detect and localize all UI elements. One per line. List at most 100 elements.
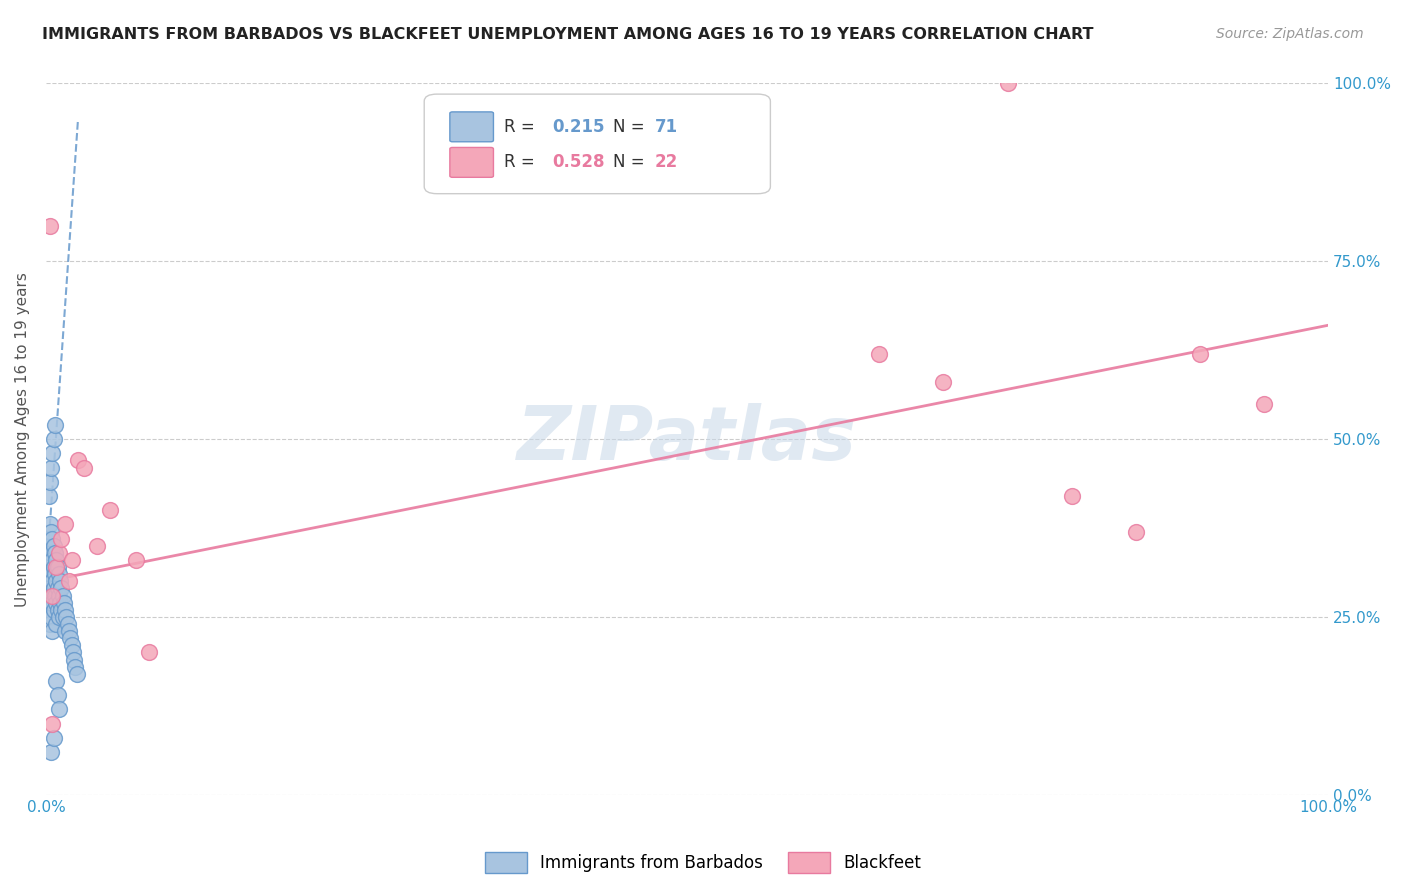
Point: [48, 546, 70, 560]
Text: N =: N =: [613, 153, 650, 171]
Text: 0.215: 0.215: [553, 118, 605, 136]
Text: ZIPatlas: ZIPatlas: [517, 402, 858, 475]
Point: [38, 553, 60, 567]
Point: [1125, 524, 1147, 539]
Point: [53, 517, 76, 532]
Text: 22: 22: [655, 153, 678, 171]
Point: [60, 638, 83, 652]
Point: [51, 532, 73, 546]
Point: [125, 553, 148, 567]
Point: [52, 610, 75, 624]
FancyBboxPatch shape: [425, 95, 770, 194]
Point: [41, 716, 63, 731]
Point: [49, 574, 72, 589]
Point: [46, 560, 69, 574]
Point: [42, 560, 65, 574]
Point: [55, 610, 77, 624]
Point: [42, 539, 65, 553]
Point: [868, 347, 890, 361]
Point: [37, 574, 59, 589]
Point: [39, 589, 62, 603]
Point: [997, 77, 1019, 91]
Point: [42, 582, 65, 596]
Point: [73, 460, 96, 475]
FancyBboxPatch shape: [450, 147, 494, 178]
Point: [86, 539, 108, 553]
Point: [98, 503, 121, 517]
Point: [41, 624, 63, 639]
Point: [66, 666, 89, 681]
Point: [45, 574, 67, 589]
Text: IMMIGRANTS FROM BARBADOS VS BLACKFEET UNEMPLOYMENT AMONG AGES 16 TO 19 YEARS COR: IMMIGRANTS FROM BARBADOS VS BLACKFEET UN…: [42, 27, 1094, 42]
Point: [44, 567, 66, 582]
Text: R =: R =: [503, 118, 540, 136]
Point: [56, 617, 79, 632]
Point: [41, 532, 63, 546]
Point: [46, 582, 69, 596]
Point: [65, 659, 87, 673]
Point: [39, 567, 62, 582]
Point: [48, 567, 70, 582]
Point: [66, 453, 89, 467]
Point: [46, 603, 69, 617]
Point: [1188, 347, 1211, 361]
Point: [38, 532, 60, 546]
Point: [45, 553, 67, 567]
Text: N =: N =: [613, 118, 650, 136]
Point: [59, 631, 82, 645]
Point: [38, 475, 60, 489]
Point: [138, 645, 160, 659]
Point: [51, 582, 73, 596]
Point: [39, 610, 62, 624]
Point: [48, 589, 70, 603]
Point: [38, 219, 60, 233]
Point: [52, 596, 75, 610]
Point: [38, 517, 60, 532]
Point: [1060, 489, 1083, 503]
Text: Source: ZipAtlas.com: Source: ZipAtlas.com: [1216, 27, 1364, 41]
Point: [38, 617, 60, 632]
Point: [60, 553, 83, 567]
Point: [58, 574, 80, 589]
Point: [44, 417, 66, 432]
Point: [38, 539, 60, 553]
Point: [63, 652, 86, 666]
Point: [38, 589, 60, 603]
Point: [52, 589, 75, 603]
Point: [41, 589, 63, 603]
Point: [1253, 396, 1275, 410]
Point: [39, 745, 62, 759]
Point: [44, 546, 66, 560]
Point: [38, 574, 60, 589]
Point: [58, 624, 80, 639]
Text: 0.528: 0.528: [553, 153, 605, 171]
Point: [41, 446, 63, 460]
Point: [41, 574, 63, 589]
Point: [38, 489, 60, 503]
Point: [38, 603, 60, 617]
Point: [49, 596, 72, 610]
Point: [46, 688, 69, 702]
Point: [62, 645, 84, 659]
Point: [39, 460, 62, 475]
Point: [41, 596, 63, 610]
Point: [41, 553, 63, 567]
Y-axis label: Unemployment Among Ages 16 to 19 years: Unemployment Among Ages 16 to 19 years: [15, 272, 30, 607]
FancyBboxPatch shape: [450, 112, 494, 142]
Point: [37, 553, 59, 567]
Text: 71: 71: [655, 118, 678, 136]
Point: [42, 731, 65, 745]
Point: [53, 624, 76, 639]
Point: [38, 567, 60, 582]
Point: [45, 673, 67, 688]
Point: [53, 603, 76, 617]
Point: [39, 524, 62, 539]
Point: [39, 546, 62, 560]
Point: [37, 589, 59, 603]
Point: [45, 596, 67, 610]
Point: [38, 546, 60, 560]
Point: [42, 603, 65, 617]
Point: [45, 560, 67, 574]
Legend: Immigrants from Barbados, Blackfeet: Immigrants from Barbados, Blackfeet: [478, 846, 928, 880]
Point: [38, 596, 60, 610]
